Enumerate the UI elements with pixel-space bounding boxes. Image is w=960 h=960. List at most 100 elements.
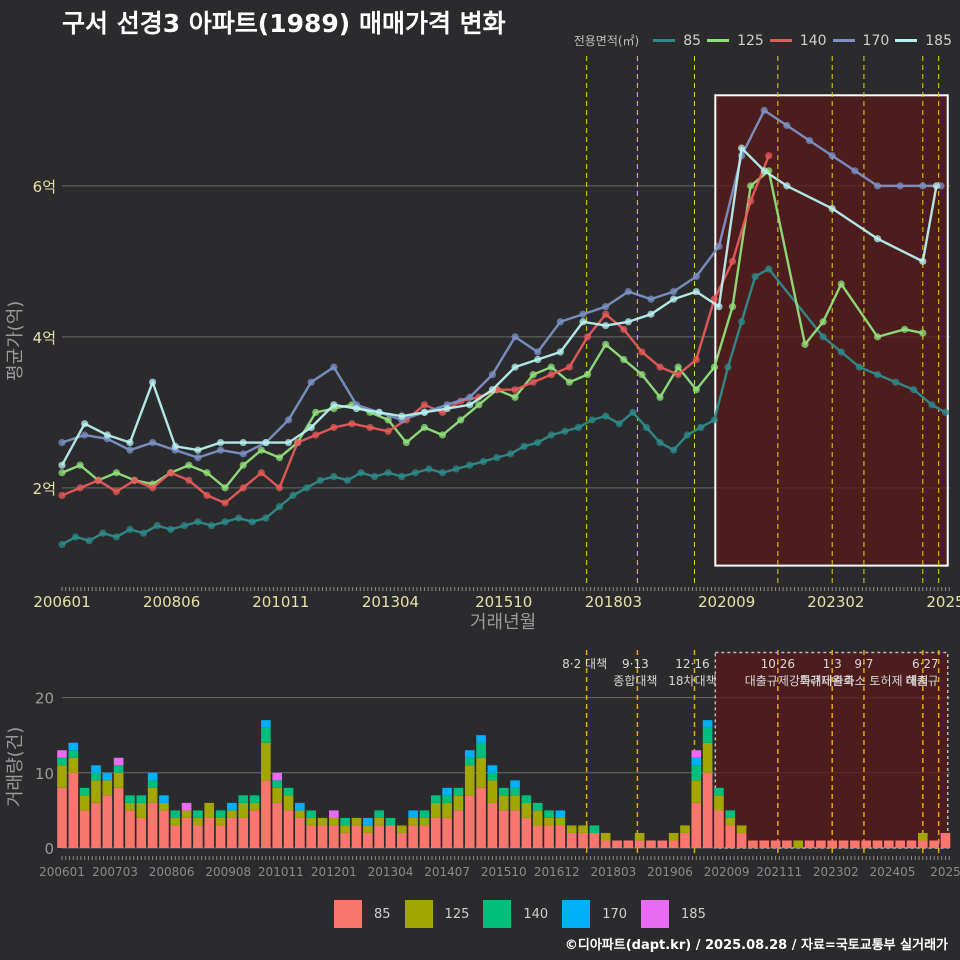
volume-bar-85 [657, 840, 668, 848]
volume-bar-85 [816, 840, 826, 848]
volume-bar-85 [748, 840, 758, 848]
price-point-85 [207, 522, 216, 530]
price-point-140 [674, 371, 682, 379]
volume-bar-85 [272, 802, 283, 848]
volume-annotation-0: 8·2 대책 [562, 656, 607, 671]
volume-bar-140 [714, 787, 724, 796]
price-xtick-label-6: 202009 [698, 593, 755, 611]
volume-bar-85 [396, 832, 407, 848]
volume-bar-125 [498, 795, 509, 811]
price-point-85 [180, 522, 188, 530]
price-point-85 [425, 465, 433, 473]
volume-bar-125 [487, 780, 498, 803]
price-point-140 [348, 420, 356, 428]
volume-bar-125 [238, 802, 249, 818]
volume-bar-170 [102, 772, 113, 781]
volume-bar-170 [464, 750, 475, 758]
price-point-185 [375, 408, 383, 416]
price-point-125 [203, 469, 211, 477]
price-point-85 [765, 265, 773, 273]
volume-bar-85 [181, 817, 192, 848]
price-point-125 [438, 431, 447, 439]
volume-bar-85 [430, 817, 441, 848]
legend-item-170: 170 [832, 32, 890, 49]
price-point-140 [602, 310, 610, 318]
volume-bar-85 [680, 832, 690, 848]
price-point-170 [284, 416, 293, 424]
volume-bar-85 [204, 817, 215, 848]
volume-bar-170 [487, 765, 498, 773]
volume-bar-140 [306, 810, 316, 818]
volume-annotation-5: 특례대출축소 토허제 해지 [799, 674, 928, 688]
volume-bar-125 [272, 787, 283, 803]
volume-bar-85 [838, 840, 849, 848]
volume-bar-85 [249, 810, 260, 848]
volume-bar-140 [136, 795, 147, 803]
volume-bar-170 [68, 742, 79, 751]
legend-label-185: 185 [925, 32, 952, 49]
volume-bar-125 [793, 840, 804, 848]
volume-bar-85 [79, 810, 90, 848]
price-point-185 [126, 438, 134, 447]
price-point-140 [185, 476, 193, 484]
price-point-85 [153, 522, 161, 530]
price-xtick-label-7: 202302 [807, 593, 864, 611]
price-point-85 [928, 401, 936, 409]
legend-item-85: 85 [653, 33, 701, 49]
volume-annotation-1: 종합대책 [613, 673, 657, 688]
volume-bar-85 [125, 810, 135, 848]
volume-bar-125 [396, 825, 407, 833]
volume-bar-125 [215, 817, 226, 826]
price-point-85 [574, 423, 583, 432]
price-point-185 [873, 235, 882, 243]
price-point-125 [257, 446, 265, 454]
volume-bar-125 [702, 742, 713, 773]
volume-bar-125 [91, 780, 101, 803]
legend-label-140: 140 [799, 32, 827, 49]
price-point-170 [534, 348, 542, 356]
price-point-140 [112, 488, 120, 496]
volume-bar-85 [532, 825, 543, 848]
price-point-85 [126, 525, 134, 533]
volume-bar-140 [283, 787, 294, 796]
vlegend-swatch-85 [334, 900, 362, 928]
price-point-185 [284, 438, 293, 447]
price-point-185 [262, 438, 270, 447]
price-point-185 [579, 318, 587, 326]
price-point-170 [149, 438, 157, 447]
volume-annotation-3: 10·26 [761, 657, 795, 671]
volume-bar-125 [340, 825, 350, 833]
volume-bar-125 [113, 772, 124, 788]
price-point-85 [466, 461, 474, 469]
price-xtick-label-5: 201803 [585, 593, 642, 611]
volume-xtick-label-1: 200703 [92, 865, 138, 879]
volume-bar-125 [79, 795, 90, 811]
legend-title: 전용면적(㎡) [573, 34, 640, 48]
price-point-170 [919, 182, 927, 190]
volume-bar-125 [408, 817, 418, 826]
price-point-170 [466, 393, 474, 401]
price-point-125 [602, 340, 610, 349]
volume-bar-85 [442, 817, 452, 848]
volume-annotation-6: 대출규 [906, 674, 939, 688]
price-point-170 [692, 272, 700, 281]
volume-bar-140 [476, 742, 486, 758]
volume-bar-85 [374, 825, 384, 848]
price-point-140 [638, 348, 646, 356]
price-point-170 [896, 182, 904, 190]
price-point-85 [892, 378, 900, 386]
volume-xtick-label-4: 201011 [258, 865, 304, 879]
price-point-125 [529, 371, 537, 379]
legend-label-170: 170 [862, 32, 890, 49]
volume-bar-85 [600, 840, 611, 848]
vlegend-swatch-125 [404, 900, 433, 928]
volume-bar-85 [193, 825, 203, 848]
price-point-170 [760, 106, 768, 114]
price-point-140 [221, 499, 229, 507]
price-point-85 [615, 420, 623, 428]
volume-bar-125 [918, 832, 928, 841]
price-point-125 [547, 363, 555, 371]
volume-annotation-4: 규제완화 [810, 674, 854, 688]
volume-bar-125 [419, 817, 430, 826]
